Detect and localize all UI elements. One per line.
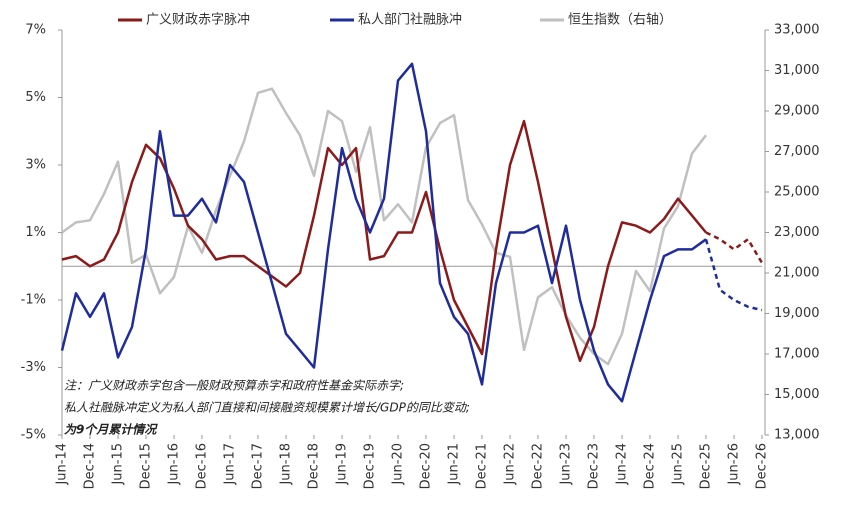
- legend-label: 广义财政赤字脉冲: [146, 13, 250, 28]
- x-tick-label: Jun-18: [279, 443, 294, 486]
- x-tick-label: Dec-21: [475, 443, 490, 489]
- y-tick-label: 1%: [25, 225, 46, 240]
- legend-label: 恒生指数（右轴）: [568, 13, 672, 28]
- y2-tick-label: 15,000: [774, 387, 820, 402]
- x-tick-label: Dec-17: [251, 443, 266, 489]
- series-line: [61, 87, 707, 366]
- x-tick-label: Jun-16: [167, 443, 182, 486]
- x-tick-label: Dec-16: [195, 443, 210, 489]
- note: 为9个月累计情况: [64, 423, 158, 437]
- x-tick-label: Jun-15: [111, 443, 126, 486]
- y-tick-label: -5%: [21, 428, 46, 443]
- y-tick-label: 3%: [25, 158, 46, 173]
- series-line: [705, 231, 764, 264]
- series-line: [61, 119, 707, 363]
- x-tick-label: Jun-17: [223, 443, 238, 486]
- x-tick-label: Jun-21: [447, 443, 462, 486]
- x-tick-label: Jun-14: [55, 443, 70, 486]
- y2-tick-label: 19,000: [774, 306, 820, 321]
- x-tick-label: Dec-14: [83, 443, 98, 489]
- x-tick-label: Dec-15: [139, 443, 154, 489]
- y-tick-label: 5%: [25, 90, 46, 105]
- x-tick-label: Dec-22: [531, 443, 546, 489]
- y-tick-label: -1%: [21, 293, 46, 308]
- y-tick-label: -3%: [21, 360, 46, 375]
- x-tick-label: Dec-20: [419, 443, 434, 489]
- y2-tick-label: 29,000: [774, 104, 820, 119]
- x-tick-label: Jun-26: [727, 443, 742, 486]
- x-tick-label: Dec-23: [587, 443, 602, 489]
- y-tick-label: 7%: [25, 23, 46, 38]
- y2-tick-label: 33,000: [774, 23, 820, 38]
- x-tick-label: Dec-24: [643, 443, 658, 489]
- y2-tick-label: 25,000: [774, 185, 820, 200]
- x-tick-label: Jun-19: [335, 443, 350, 486]
- x-tick-label: Jun-20: [391, 443, 406, 486]
- x-tick-label: Jun-22: [503, 443, 518, 486]
- x-tick-label: Dec-18: [307, 443, 322, 489]
- note: 私人社融脉冲定义为私人部门直接和间接融资规模累计增长/GDP的同比变动;: [64, 401, 470, 415]
- y2-tick-label: 21,000: [774, 266, 820, 281]
- series-line: [704, 238, 763, 312]
- x-tick-label: Jun-23: [559, 443, 574, 486]
- note: 注：广义财政赤字包含一般财政预算赤字和政府性基金实际赤字;: [64, 379, 404, 393]
- x-tick-label: Jun-24: [615, 443, 630, 486]
- y2-tick-label: 23,000: [774, 225, 820, 240]
- x-tick-label: Dec-26: [755, 443, 770, 489]
- y2-tick-label: 27,000: [774, 144, 820, 159]
- y2-tick-label: 13,000: [774, 428, 820, 443]
- series-line: [60, 62, 707, 403]
- x-tick-label: Dec-25: [699, 443, 714, 489]
- x-tick-label: Dec-19: [363, 443, 378, 489]
- legend-label: 私人部门社融脉冲: [358, 12, 462, 28]
- y2-tick-label: 17,000: [774, 347, 820, 362]
- x-tick-label: Jun-25: [671, 443, 686, 486]
- y2-tick-label: 31,000: [774, 63, 820, 78]
